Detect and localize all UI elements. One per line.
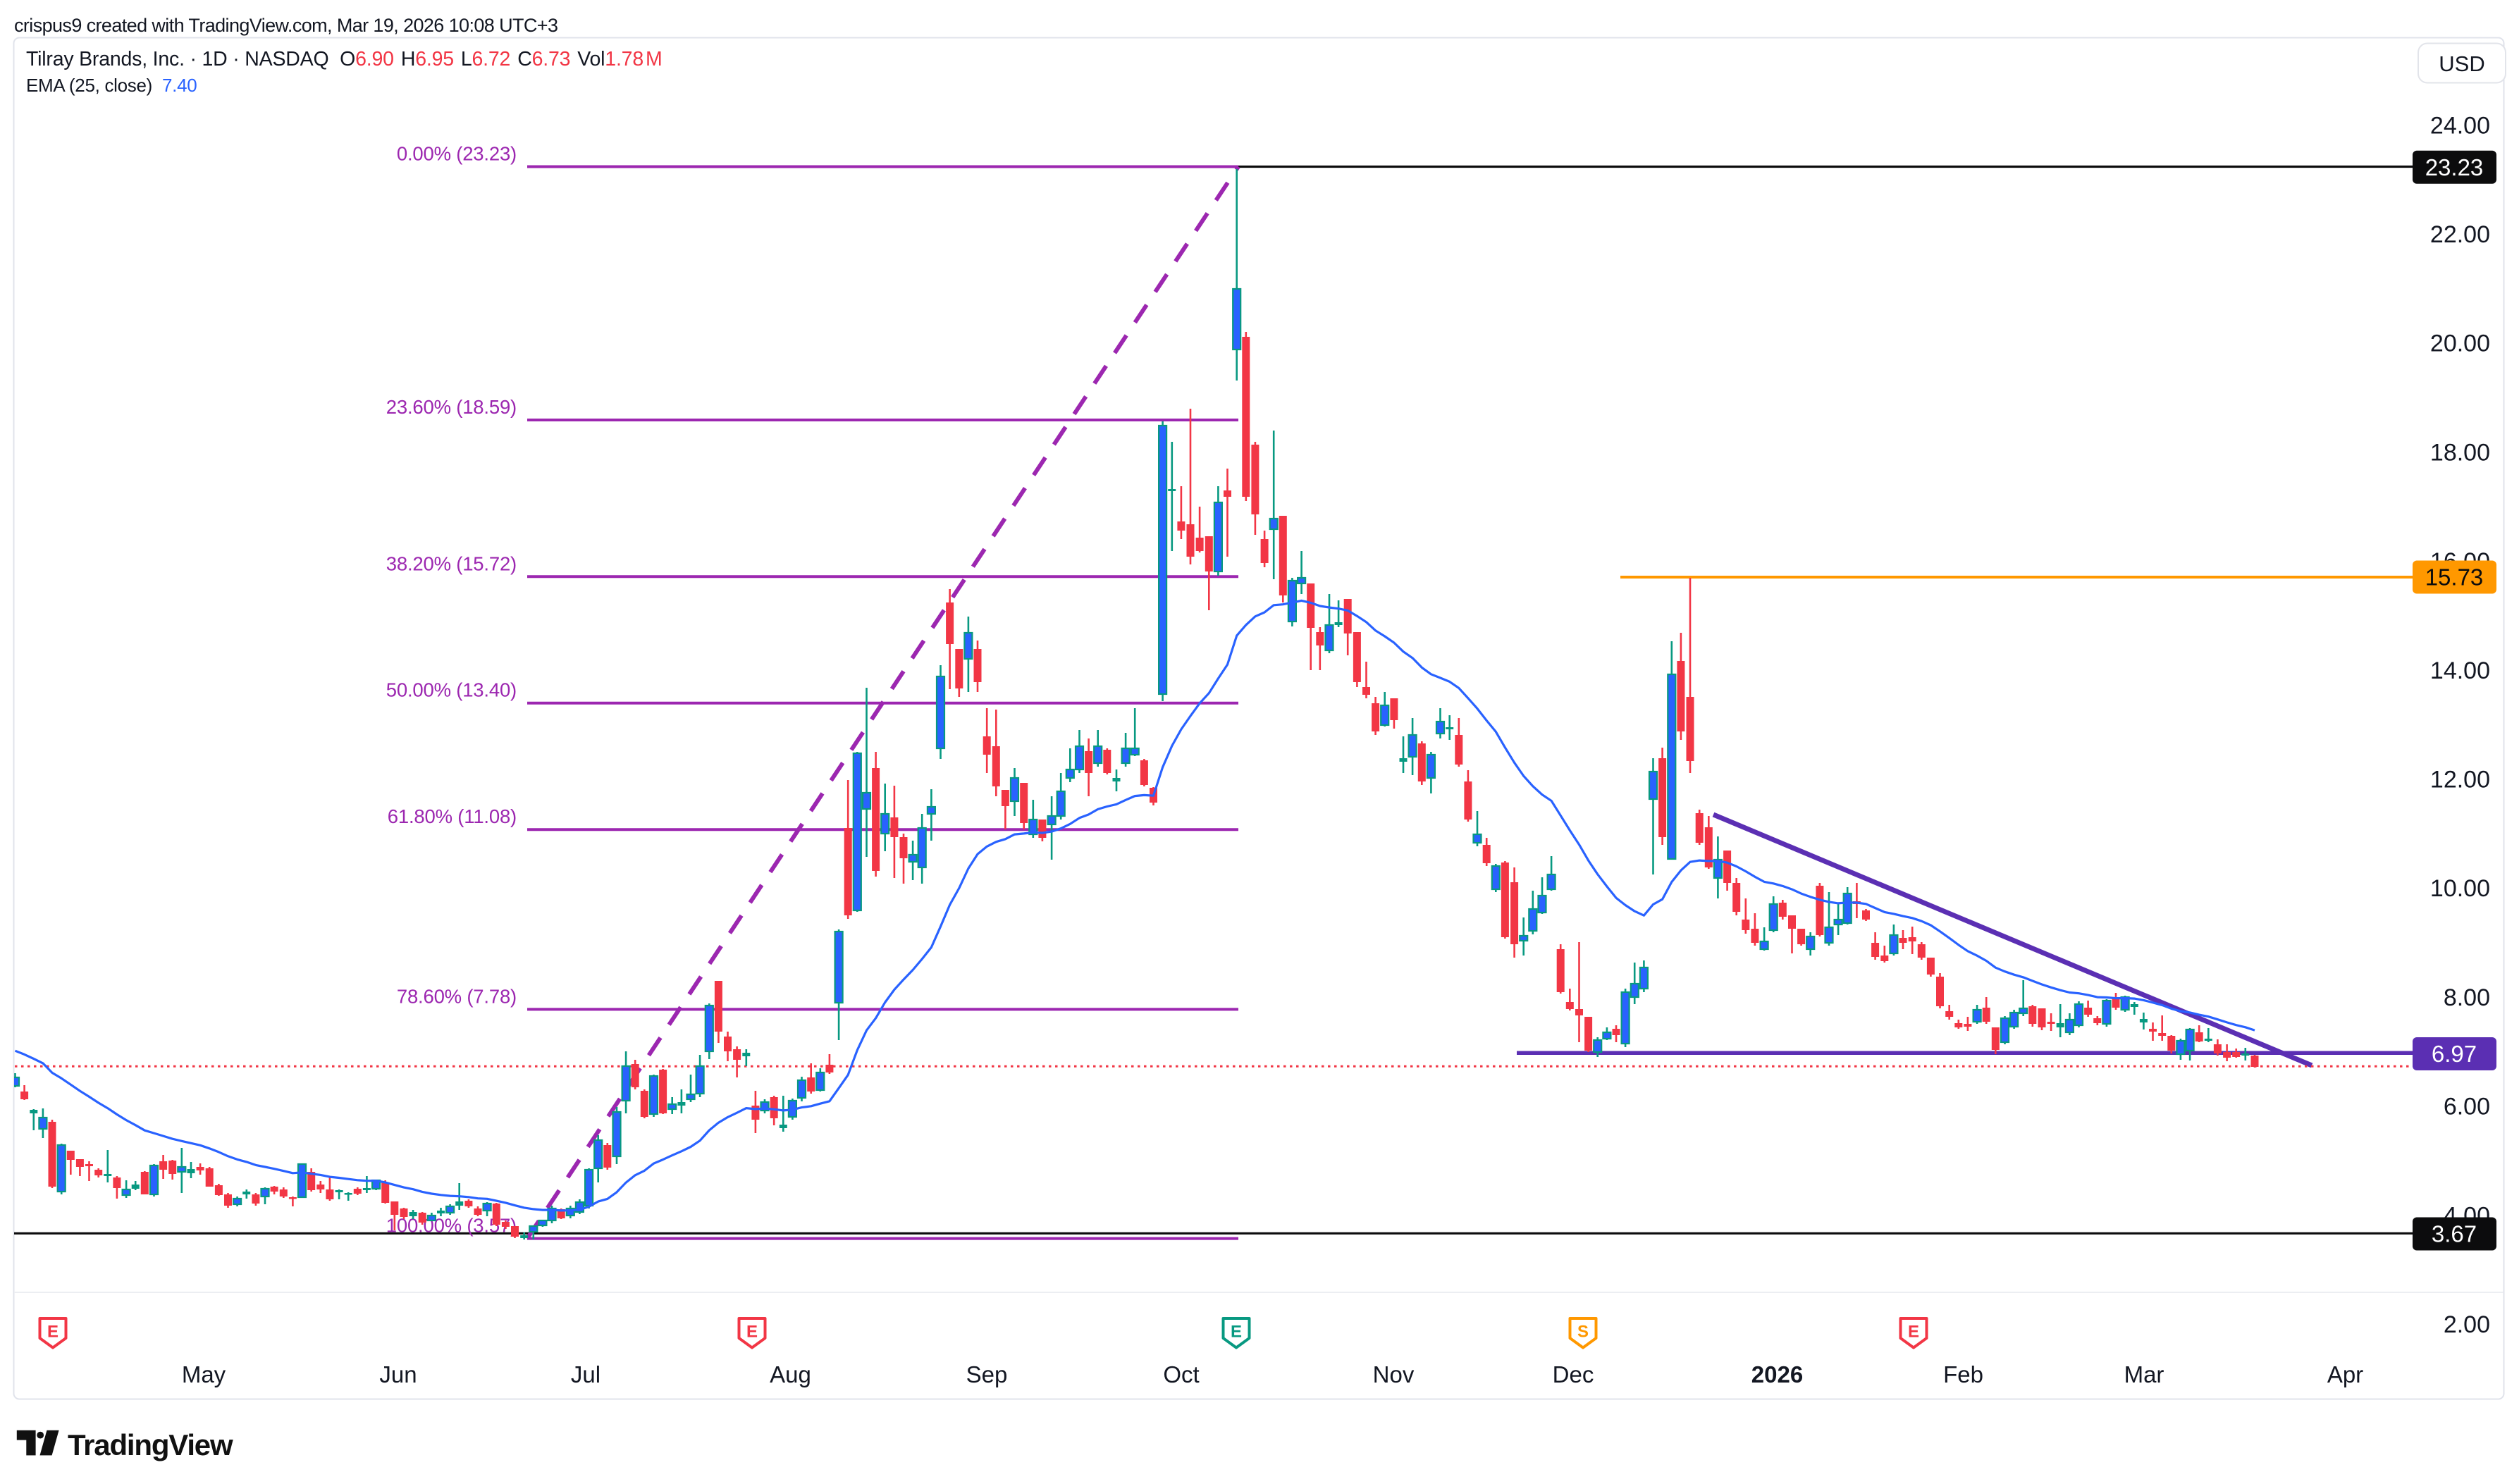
svg-text:22.00: 22.00 [2430,221,2490,248]
svg-text:8.00: 8.00 [2444,984,2490,1011]
svg-text:2026: 2026 [1751,1361,1803,1387]
svg-text:TradingView: TradingView [68,1428,233,1461]
svg-text:Tilray Brands, Inc. · 1D · NAS: Tilray Brands, Inc. · 1D · NASDAQ O6.90 H… [26,48,663,70]
svg-text:23.23: 23.23 [2425,154,2484,180]
svg-text:Nov: Nov [1373,1361,1415,1387]
svg-text:Apr: Apr [2327,1361,2363,1387]
svg-text:May: May [182,1361,226,1387]
svg-text:crispus9 created with TradingV: crispus9 created with TradingView.com, M… [14,15,558,36]
svg-text:Feb: Feb [1943,1361,1983,1387]
svg-text:6.00: 6.00 [2444,1094,2490,1120]
svg-text:61.80% (11.08): 61.80% (11.08) [388,805,517,827]
svg-text:23.60% (18.59): 23.60% (18.59) [386,396,517,418]
svg-text:14.00: 14.00 [2430,657,2490,684]
svg-text:38.20% (15.72): 38.20% (15.72) [386,552,517,574]
svg-text:10.00: 10.00 [2430,875,2490,902]
svg-text:S: S [1577,1323,1589,1342]
svg-text:E: E [47,1323,58,1342]
svg-text:6.97: 6.97 [2432,1041,2477,1067]
svg-text:18.00: 18.00 [2430,439,2490,466]
svg-text:EMA (25, close): EMA (25, close) [26,75,152,96]
svg-text:0.00% (23.23): 0.00% (23.23) [397,143,517,165]
svg-text:Jul: Jul [571,1361,601,1387]
svg-text:Jun: Jun [379,1361,417,1387]
svg-text:Mar: Mar [2124,1361,2164,1387]
svg-text:Aug: Aug [770,1361,811,1387]
svg-text:E: E [1908,1323,1919,1342]
svg-text:2.00: 2.00 [2444,1311,2490,1338]
svg-text:24.00: 24.00 [2430,112,2490,139]
svg-text:E: E [1231,1323,1242,1342]
svg-text:Oct: Oct [1163,1361,1199,1387]
svg-text:7.40: 7.40 [162,75,197,96]
svg-text:50.00% (13.40): 50.00% (13.40) [386,679,517,701]
svg-text:USD: USD [2439,51,2484,76]
svg-text:20.00: 20.00 [2430,330,2490,357]
svg-text:E: E [746,1323,758,1342]
svg-text:Sep: Sep [966,1361,1008,1387]
svg-text:78.60% (7.78): 78.60% (7.78) [397,985,517,1007]
svg-text:3.67: 3.67 [2432,1221,2477,1247]
svg-text:Dec: Dec [1553,1361,1594,1387]
svg-text:12.00: 12.00 [2430,767,2490,793]
svg-text:15.73: 15.73 [2425,564,2484,590]
